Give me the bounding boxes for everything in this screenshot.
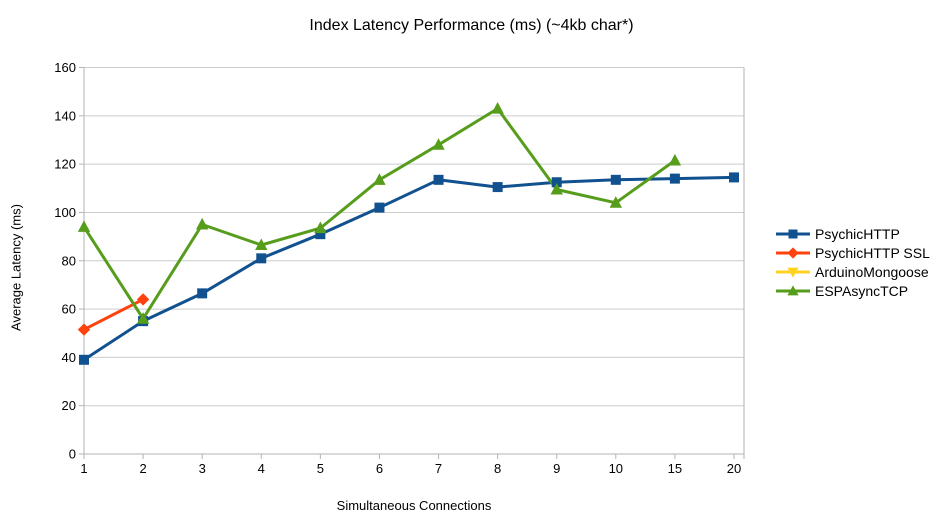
y-tick-label: 160: [54, 60, 76, 75]
y-axis-title: Average Latency (ms): [8, 204, 24, 331]
diamond-marker-glyph: [787, 246, 799, 259]
triangle-up-marker-icon: [432, 138, 445, 150]
square-marker-icon: [610, 174, 621, 185]
x-tick-label: 15: [668, 461, 682, 476]
x-tick-label: 9: [553, 461, 560, 476]
triangle-up-marker-icon: [491, 101, 504, 114]
legend-item: ESPAsyncTCP: [776, 281, 930, 300]
y-tick-label: 80: [62, 253, 76, 268]
x-axis-title: Simultaneous Connections: [336, 498, 492, 513]
square-marker-icon: [256, 253, 267, 264]
triangle-up-marker-icon: [609, 196, 623, 208]
legend-label: PsychicHTTP SSL: [815, 244, 930, 261]
legend-label: ESPAsyncTCP: [815, 282, 909, 299]
square-marker-icon: [79, 354, 89, 365]
chart-title: Index Latency Performance (ms) (~4kb cha…: [309, 17, 634, 34]
triangle-up-marker-icon: [77, 220, 91, 232]
legend-item: ArduinoMongoose: [776, 262, 930, 281]
square-marker-icon: [374, 202, 385, 213]
x-tick-label: 1: [80, 461, 87, 476]
x-tick-label: 20: [727, 461, 741, 476]
y-tick-label: 120: [54, 157, 76, 172]
triangle-up-marker-icon: [255, 238, 268, 251]
series-line-psychichttp: [83, 175, 735, 362]
legend-item: PsychicHTTP: [776, 224, 930, 243]
x-tick-label: 7: [435, 461, 442, 476]
x-tick-label: 3: [199, 461, 206, 476]
x-tick-label: 2: [139, 461, 146, 476]
legend: PsychicHTTP PsychicHTTP SSL ArduinoMongoos…: [776, 224, 930, 300]
y-tick-label: 60: [62, 302, 76, 317]
square-marker-icon: [492, 182, 503, 193]
diamond-marker-icon: [77, 323, 91, 336]
square-marker-glyph: [788, 229, 798, 238]
x-tick-label: 10: [609, 461, 623, 476]
y-tick-label: 100: [54, 205, 76, 220]
x-tick-label: 8: [494, 461, 501, 476]
triangle-down-marker-icon: [776, 267, 810, 278]
x-tick-label: 5: [317, 461, 324, 476]
triangle-up-marker-icon: [373, 173, 386, 185]
triangle-up-marker-icon: [550, 182, 563, 195]
legend-label: ArduinoMongoose: [815, 263, 929, 280]
x-tick-label: 4: [258, 461, 265, 476]
legend-item: PsychicHTTP SSL: [776, 243, 930, 262]
x-tick-label: 6: [376, 461, 383, 476]
diamond-marker-icon: [776, 246, 810, 259]
triangle-up-marker-icon: [668, 153, 682, 166]
square-marker-icon: [776, 229, 810, 238]
square-marker-icon: [197, 288, 208, 299]
triangle-down-marker-glyph: [787, 267, 799, 278]
triangle-up-marker-icon: [776, 284, 810, 295]
y-tick-label: 0: [69, 447, 76, 462]
square-marker-icon: [315, 229, 326, 240]
square-marker-icon: [669, 173, 680, 184]
square-marker-icon: [551, 177, 562, 188]
triangle-up-marker-icon: [136, 312, 150, 324]
y-tick-label: 40: [62, 350, 76, 365]
y-tick-label: 140: [54, 108, 76, 123]
y-tick-label: 20: [62, 398, 76, 413]
square-marker-icon: [728, 172, 739, 183]
triangle-up-marker-icon: [195, 217, 209, 230]
series-line-espasynctcp: [82, 107, 676, 321]
triangle-up-marker-icon: [314, 221, 327, 234]
diamond-marker-icon: [136, 293, 150, 306]
square-marker-icon: [433, 174, 444, 185]
triangle-up-marker-glyph: [787, 284, 799, 295]
legend-label: PsychicHTTP: [815, 225, 900, 242]
